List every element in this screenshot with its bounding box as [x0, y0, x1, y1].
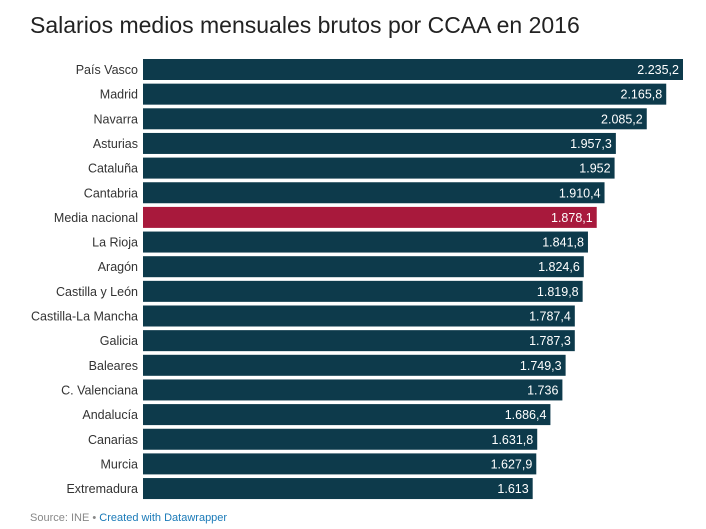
value-label: 2.085,2: [601, 112, 643, 126]
category-label: La Rioja: [92, 236, 138, 250]
value-label: 1.819,8: [537, 285, 579, 299]
category-label: Castilla y León: [56, 285, 138, 299]
bar: [143, 305, 575, 327]
value-label: 1.841,8: [542, 236, 584, 250]
category-label: Castilla-La Mancha: [31, 310, 138, 324]
bar: [143, 182, 605, 204]
value-label: 1.736: [527, 383, 558, 397]
source-label: Source: INE: [30, 512, 90, 524]
bar: [143, 108, 647, 130]
bar: [143, 478, 533, 500]
category-label: Cantabria: [84, 186, 138, 200]
category-label: Galicia: [100, 334, 138, 348]
value-label: 1.627,9: [491, 457, 533, 471]
value-label: 1.952: [579, 162, 610, 176]
value-label: 1.686,4: [505, 408, 547, 422]
bar: [143, 428, 538, 450]
category-label: Extremadura: [66, 482, 138, 496]
category-label: Baleares: [89, 359, 138, 373]
category-label: C. Valenciana: [61, 383, 138, 397]
chart-title: Salarios medios mensuales brutos por CCA…: [30, 12, 580, 38]
bar: [143, 59, 683, 80]
category-label: Madrid: [100, 88, 138, 102]
category-label: Cataluña: [88, 162, 138, 176]
value-label: 1.910,4: [559, 186, 601, 200]
bar: [143, 453, 537, 475]
category-label: Aragón: [98, 260, 138, 274]
category-label: Asturias: [93, 137, 138, 151]
category-label: País Vasco: [76, 63, 138, 77]
value-label: 1.957,3: [570, 137, 612, 151]
bar: [143, 231, 588, 253]
bar: [143, 256, 584, 278]
datawrapper-credit-link[interactable]: Created with Datawrapper: [99, 512, 228, 524]
value-label: 1.749,3: [520, 359, 562, 373]
category-label: Canarias: [88, 433, 138, 447]
bar: [143, 280, 583, 302]
bar-chart: País Vasco 2.235,2 Madrid 2.165,8 Navarra 2.0…: [31, 59, 683, 500]
footer-separator: •: [92, 512, 97, 524]
bar: [143, 83, 667, 105]
value-label: 2.165,8: [621, 88, 663, 102]
category-label: Murcia: [100, 457, 138, 471]
bar: [143, 157, 615, 179]
chart-footer: Source: INE • Created with Datawrapper: [30, 512, 227, 524]
category-label: Media nacional: [54, 211, 138, 225]
value-label: 1.613: [497, 482, 528, 496]
value-label: 1.787,3: [529, 334, 571, 348]
value-label: 1.787,4: [529, 310, 571, 324]
category-label: Andalucía: [82, 408, 138, 422]
value-label: 1.878,1: [551, 211, 593, 225]
bar: [143, 379, 563, 401]
value-label: 1.824,6: [538, 260, 580, 274]
value-label: 1.631,8: [492, 433, 534, 447]
bar: [143, 132, 616, 154]
bar: [143, 354, 566, 376]
bar: [143, 330, 575, 352]
bar-highlight: [143, 206, 597, 228]
value-label: 2.235,2: [637, 63, 679, 77]
bar: [143, 404, 551, 426]
category-label: Navarra: [94, 112, 139, 126]
